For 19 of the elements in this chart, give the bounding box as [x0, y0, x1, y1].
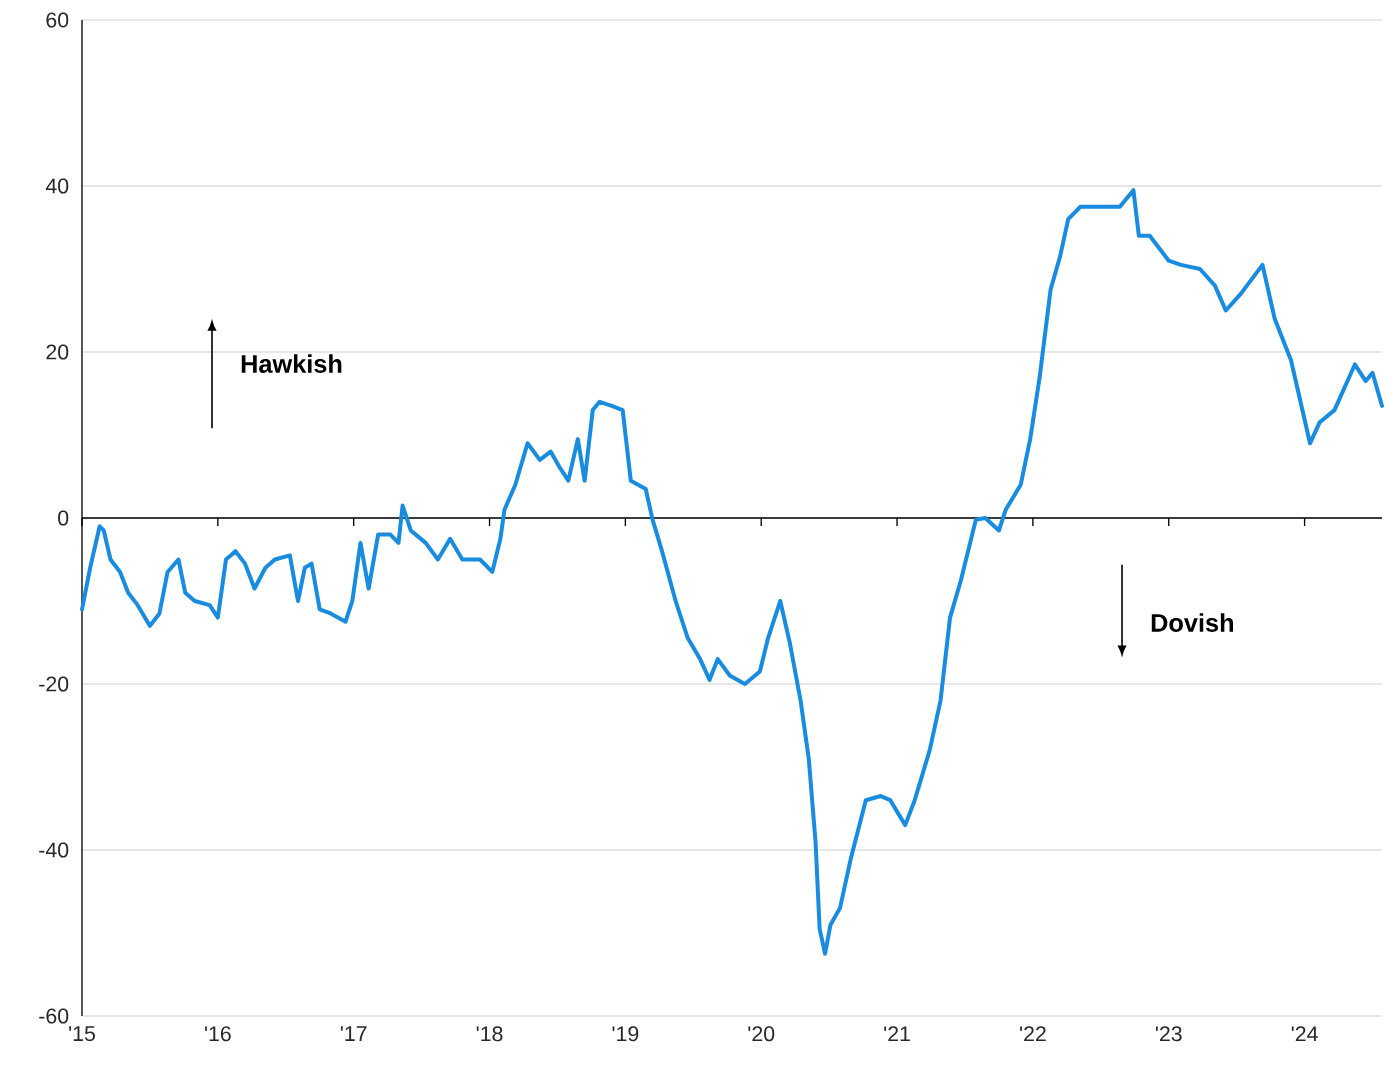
x-tick-label: '17 [340, 1026, 367, 1041]
x-tick-label: '16 [205, 1026, 231, 1042]
y-tick-label: 60 [46, 12, 69, 28]
x-tick-label: '18 [476, 1026, 503, 1042]
y-tick-label: 0 [58, 510, 69, 526]
y-tick-label: 40 [45, 178, 69, 194]
y-tick-label: -20 [39, 676, 69, 692]
x-tick-label: '21 [884, 1026, 910, 1042]
x-tick-label: '23 [1155, 1026, 1182, 1042]
annotation: Hawkish [241, 354, 342, 373]
x-tick-label: '24 [1291, 1026, 1318, 1042]
annotation: Dovish [1151, 613, 1233, 632]
y-tick-label: 20 [46, 344, 69, 360]
x-tick-label: '19 [612, 1026, 639, 1042]
x-tick-label: '15 [69, 1026, 95, 1042]
y-tick-label: -60 [39, 1008, 69, 1024]
x-tick-label: '20 [748, 1026, 775, 1042]
y-tick-label: -40 [39, 842, 69, 858]
x-tick-label: '22 [1020, 1026, 1046, 1042]
